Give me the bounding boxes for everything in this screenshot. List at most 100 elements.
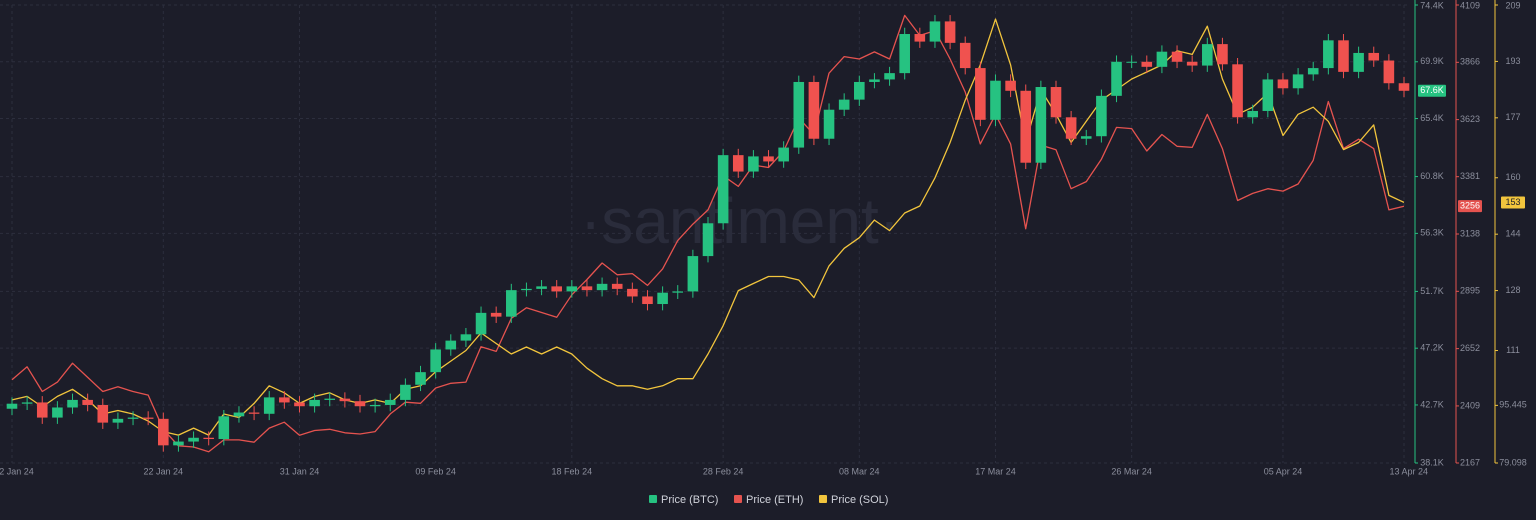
y-tick-label: 56.3K bbox=[1420, 228, 1444, 238]
candle-body bbox=[566, 286, 578, 292]
candle-body bbox=[687, 256, 699, 292]
candle-body bbox=[536, 286, 547, 289]
candle-body bbox=[581, 286, 593, 291]
candle-body bbox=[1156, 51, 1168, 67]
candle-body bbox=[717, 155, 729, 224]
legend-swatch bbox=[819, 495, 827, 503]
candle-body bbox=[400, 384, 411, 400]
candle-body bbox=[1020, 90, 1032, 163]
y-tick-label: 2409 bbox=[1460, 400, 1480, 410]
candle-body bbox=[914, 34, 926, 42]
candle-body bbox=[1005, 80, 1016, 91]
y-tick-label: 111 bbox=[1506, 345, 1520, 355]
y-tick-label: 65.4K bbox=[1420, 113, 1444, 123]
candle-body bbox=[990, 80, 1001, 120]
candle-body bbox=[1065, 117, 1077, 139]
x-tick-label: 12 Jan 24 bbox=[0, 466, 34, 476]
candle-body bbox=[1171, 51, 1183, 62]
x-tick-label: 17 Mar 24 bbox=[975, 466, 1016, 476]
candle-body bbox=[748, 156, 759, 172]
x-tick-label: 22 Jan 24 bbox=[144, 466, 184, 476]
candle-body bbox=[884, 73, 895, 80]
candle-body bbox=[475, 312, 487, 335]
candle-body bbox=[1096, 95, 1107, 137]
legend-swatch bbox=[649, 495, 657, 503]
candle-body bbox=[763, 156, 774, 162]
candle-body bbox=[1217, 44, 1228, 65]
price-line bbox=[11, 14, 1405, 453]
candle-body bbox=[808, 81, 820, 139]
candle-body bbox=[1202, 44, 1213, 66]
candle-body bbox=[823, 109, 835, 139]
candle-body bbox=[430, 349, 441, 373]
candle-body bbox=[112, 418, 124, 423]
candle-body bbox=[369, 404, 381, 407]
y-tick-label: 144 bbox=[1505, 229, 1520, 239]
candle-body bbox=[838, 99, 850, 110]
candle-body bbox=[854, 81, 865, 100]
last-value-badge bbox=[1458, 200, 1482, 213]
candle-body bbox=[1247, 110, 1258, 118]
candle-body bbox=[324, 398, 336, 400]
candle-body bbox=[642, 296, 653, 305]
candle-body bbox=[188, 437, 199, 442]
x-tick-label: 28 Feb 24 bbox=[703, 466, 744, 476]
candle-body bbox=[899, 34, 910, 74]
y-tick-label: 69.9K bbox=[1420, 56, 1444, 66]
candle-body bbox=[551, 286, 562, 292]
x-tick-label: 18 Feb 24 bbox=[552, 466, 593, 476]
legend-label: Price (ETH) bbox=[746, 494, 803, 506]
candle-body bbox=[944, 21, 956, 43]
candle-body bbox=[1368, 52, 1380, 61]
candle-body bbox=[596, 283, 608, 291]
y-tick-label: 128 bbox=[1505, 285, 1520, 295]
last-value-label: 67.6K bbox=[1420, 85, 1444, 95]
y-tick-label: 160 bbox=[1505, 172, 1520, 182]
candle-body bbox=[959, 42, 971, 69]
candle-body bbox=[233, 412, 245, 417]
y-tick-label: 42.7K bbox=[1420, 399, 1444, 409]
y-tick-label: 2895 bbox=[1460, 286, 1480, 296]
candle-body bbox=[339, 398, 351, 402]
candle-body bbox=[1035, 87, 1047, 163]
candle-body bbox=[869, 79, 880, 82]
candle-body bbox=[1292, 74, 1304, 89]
x-tick-label: 08 Mar 24 bbox=[839, 466, 880, 476]
last-value-label: 153 bbox=[1505, 197, 1520, 207]
watermark: ·santiment· bbox=[580, 185, 900, 257]
candle-body bbox=[82, 399, 93, 405]
candle-body bbox=[611, 283, 623, 289]
candle-body bbox=[1126, 61, 1137, 63]
y-tick-label: 60.8K bbox=[1420, 171, 1444, 181]
y-tick-label: 3138 bbox=[1460, 228, 1480, 238]
candle-body bbox=[1307, 68, 1319, 75]
candle-body bbox=[521, 288, 532, 291]
y-tick-label: 209 bbox=[1505, 0, 1520, 10]
candle-body bbox=[929, 21, 941, 42]
candle-body bbox=[1323, 40, 1334, 69]
candle-body bbox=[354, 401, 366, 407]
y-tick-label: 193 bbox=[1505, 56, 1520, 66]
last-value-label: 3256 bbox=[1460, 201, 1480, 211]
legend-swatch bbox=[734, 495, 742, 503]
candle-body bbox=[1262, 79, 1274, 111]
y-tick-label: 3866 bbox=[1460, 57, 1480, 67]
y-tick-label: 95.445 bbox=[1499, 400, 1527, 410]
candle-body bbox=[702, 223, 714, 257]
x-tick-label: 13 Apr 24 bbox=[1389, 466, 1428, 476]
candle-body bbox=[248, 412, 260, 414]
x-tick-label: 31 Jan 24 bbox=[280, 466, 320, 476]
candle-body bbox=[309, 399, 320, 407]
candle-body bbox=[627, 288, 638, 297]
y-tick-label: 38.1K bbox=[1420, 457, 1444, 467]
candle-body bbox=[127, 417, 139, 419]
candle-body bbox=[1080, 136, 1092, 139]
legend-label: Price (SOL) bbox=[831, 494, 888, 506]
candle-body bbox=[279, 397, 290, 403]
candle-body bbox=[975, 68, 986, 120]
candle-body bbox=[1111, 61, 1122, 96]
candle-body bbox=[203, 437, 214, 440]
candle-body bbox=[1186, 61, 1198, 66]
candle-body bbox=[142, 417, 154, 419]
